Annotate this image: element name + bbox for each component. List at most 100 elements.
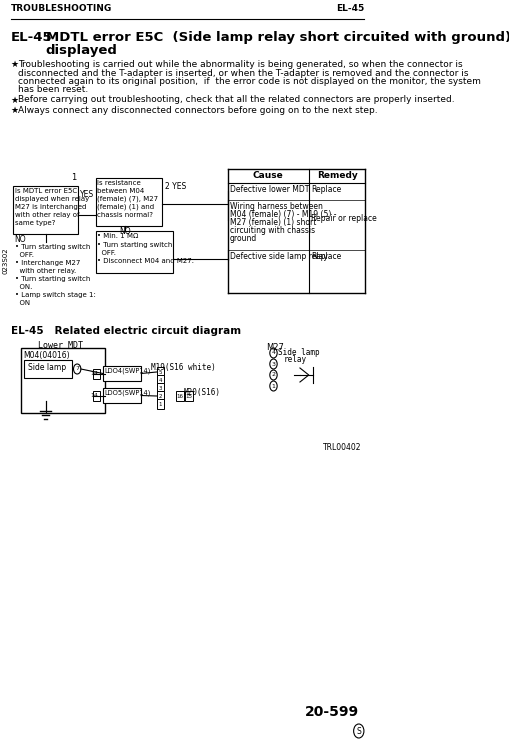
- Bar: [176, 391, 183, 401]
- Bar: [24, 360, 72, 378]
- Text: • Turn starting switch: • Turn starting switch: [15, 276, 90, 282]
- Text: ON.: ON.: [15, 284, 32, 290]
- Text: 14: 14: [90, 371, 98, 376]
- Text: Defective lower MDT: Defective lower MDT: [230, 185, 309, 194]
- Bar: [103, 366, 141, 381]
- Text: with other relay.: with other relay.: [15, 268, 76, 274]
- Bar: [13, 186, 78, 234]
- Bar: [95, 178, 161, 226]
- Bar: [103, 388, 141, 403]
- Text: relay: relay: [283, 355, 306, 364]
- Text: ON: ON: [15, 300, 30, 306]
- Text: TROUBLESHOOTING: TROUBLESHOOTING: [11, 4, 112, 13]
- Text: 2: 2: [158, 393, 162, 399]
- Text: Cause: Cause: [252, 171, 283, 181]
- Text: between M04: between M04: [97, 188, 144, 194]
- Text: 7: 7: [75, 367, 79, 371]
- Text: Replace: Replace: [310, 252, 341, 261]
- Circle shape: [73, 364, 81, 374]
- Text: ground: ground: [230, 234, 257, 243]
- Circle shape: [269, 381, 276, 391]
- Text: 3: 3: [158, 385, 162, 391]
- Text: has been reset.: has been reset.: [18, 85, 88, 95]
- Text: NO: NO: [15, 235, 26, 244]
- Text: Before carrying out troubleshooting, check that all the related connectors are p: Before carrying out troubleshooting, che…: [18, 96, 454, 104]
- Text: 4: 4: [271, 350, 275, 356]
- Bar: [185, 391, 192, 401]
- Text: Side lamp: Side lamp: [277, 348, 319, 357]
- Text: M27: M27: [266, 343, 284, 352]
- Text: Replace: Replace: [310, 185, 341, 194]
- Text: (female) (1) and: (female) (1) and: [97, 204, 154, 210]
- Text: M19(S16 white): M19(S16 white): [151, 363, 215, 372]
- Text: Remedy: Remedy: [316, 171, 357, 181]
- Text: TRL00402: TRL00402: [323, 443, 361, 452]
- Text: • Interchange M27: • Interchange M27: [15, 260, 80, 266]
- Text: • Disconnect M04 and M27.: • Disconnect M04 and M27.: [97, 258, 193, 264]
- Text: • Turn starting switch: • Turn starting switch: [97, 242, 172, 248]
- Text: Defective side lamp relay: Defective side lamp relay: [230, 252, 327, 261]
- Bar: [156, 391, 163, 401]
- Text: M27 (female) (1) short: M27 (female) (1) short: [230, 218, 316, 227]
- Text: 023S02: 023S02: [2, 247, 8, 274]
- Text: MDTL error E5C  (Side lamp relay short circuited with ground) is: MDTL error E5C (Side lamp relay short ci…: [45, 31, 509, 44]
- Text: circuiting with chassis: circuiting with chassis: [230, 226, 315, 235]
- Text: 1: 1: [271, 384, 275, 388]
- Text: same type?: same type?: [15, 220, 55, 226]
- Text: disconnected and the T-adapter is inserted, or when the T-adapter is removed and: disconnected and the T-adapter is insert…: [18, 68, 467, 78]
- Bar: [156, 399, 163, 409]
- Circle shape: [269, 348, 276, 358]
- Text: S: S: [356, 726, 360, 736]
- Text: 20-599: 20-599: [304, 705, 358, 719]
- Text: with other relay of: with other relay of: [15, 212, 79, 218]
- Text: ★: ★: [10, 96, 18, 104]
- Text: Repair or replace: Repair or replace: [310, 214, 376, 223]
- Text: 16: 16: [176, 393, 183, 399]
- Text: M04(04016): M04(04016): [23, 351, 69, 360]
- Text: OFF.: OFF.: [97, 250, 116, 256]
- Text: chassis normal?: chassis normal?: [97, 212, 153, 218]
- Text: Is resistance: Is resistance: [97, 180, 140, 186]
- Text: Is MDTL error E5C: Is MDTL error E5C: [15, 188, 77, 194]
- Text: 2: 2: [271, 373, 275, 377]
- Text: displayed when relay: displayed when relay: [15, 196, 89, 202]
- Circle shape: [353, 724, 363, 738]
- Text: ★: ★: [10, 106, 18, 115]
- Text: NO: NO: [119, 227, 130, 236]
- Circle shape: [269, 370, 276, 380]
- Bar: [93, 368, 100, 379]
- Text: EL-45   Related electric circuit diagram: EL-45 Related electric circuit diagram: [11, 326, 241, 336]
- Text: • Turn starting switch: • Turn starting switch: [15, 244, 90, 250]
- Bar: [156, 383, 163, 393]
- Text: Troubleshooting is carried out while the abnormality is being generated, so when: Troubleshooting is carried out while the…: [18, 60, 461, 69]
- Text: M04 (female) (7) - M19 (5) -: M04 (female) (7) - M19 (5) -: [230, 210, 336, 219]
- Bar: [95, 231, 173, 273]
- Text: 4: 4: [158, 377, 162, 382]
- Text: EL-45: EL-45: [335, 4, 363, 13]
- Text: 1: 1: [158, 402, 162, 407]
- Text: • Min. 1 MΩ: • Min. 1 MΩ: [97, 233, 138, 239]
- Text: 2 YES: 2 YES: [164, 182, 186, 191]
- Text: • Lamp switch stage 1:: • Lamp switch stage 1:: [15, 292, 95, 298]
- Text: EL-45: EL-45: [11, 31, 52, 44]
- Text: M27 is interchanged: M27 is interchanged: [15, 204, 86, 210]
- Text: Side lamp: Side lamp: [28, 363, 66, 372]
- Bar: [156, 375, 163, 385]
- Text: (female) (7), M27: (female) (7), M27: [97, 196, 158, 202]
- Text: connected again to its original position,  if  the error code is not displayed o: connected again to its original position…: [18, 77, 479, 86]
- Bar: [156, 367, 163, 377]
- Circle shape: [269, 359, 276, 369]
- Text: OFF.: OFF.: [15, 252, 34, 258]
- Text: 15: 15: [185, 393, 192, 399]
- Text: YES: YES: [80, 190, 94, 199]
- Text: 1: 1: [71, 173, 76, 182]
- Text: Always connect any disconnected connectors before going on to the next step.: Always connect any disconnected connecto…: [18, 106, 377, 115]
- Text: Lower MDT: Lower MDT: [38, 341, 83, 350]
- Text: ★: ★: [10, 60, 18, 69]
- Bar: [20, 348, 105, 413]
- Text: M20(S16): M20(S16): [183, 388, 220, 397]
- Text: LDO5(SWP14): LDO5(SWP14): [104, 390, 151, 396]
- Bar: [93, 391, 100, 400]
- Text: 14: 14: [90, 393, 98, 398]
- Text: displayed: displayed: [45, 44, 117, 57]
